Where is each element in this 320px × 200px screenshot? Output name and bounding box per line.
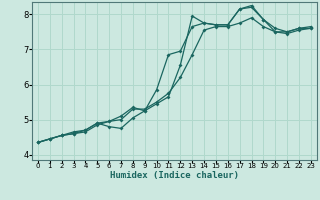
X-axis label: Humidex (Indice chaleur): Humidex (Indice chaleur): [110, 171, 239, 180]
